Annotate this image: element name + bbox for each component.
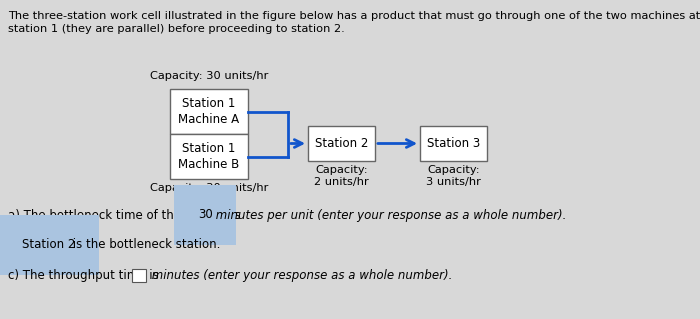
Text: station 1 (they are parallel) before proceeding to station 2.: station 1 (they are parallel) before pro… [8,24,344,34]
Text: minutes (enter your response as a whole number).: minutes (enter your response as a whole … [148,269,452,281]
Text: Capacity: 30 units/hr: Capacity: 30 units/hr [150,183,268,193]
Text: The three-station work cell illustrated in the figure below has a product that m: The three-station work cell illustrated … [8,11,700,21]
FancyBboxPatch shape [420,126,487,161]
Text: is the bottleneck station.: is the bottleneck station. [69,239,220,251]
Text: Capacity:
2 units/hr: Capacity: 2 units/hr [314,165,369,187]
FancyBboxPatch shape [170,134,248,179]
Text: Station 2: Station 2 [315,137,368,150]
Text: b): b) [8,239,24,251]
Text: Capacity: 30 units/hr: Capacity: 30 units/hr [150,71,268,81]
FancyBboxPatch shape [170,89,248,134]
Text: Station 2: Station 2 [22,239,76,251]
Text: Station 1
Machine A: Station 1 Machine A [178,97,239,126]
Text: a) The bottleneck time of the system is: a) The bottleneck time of the system is [8,209,244,221]
Text: Capacity:
3 units/hr: Capacity: 3 units/hr [426,165,481,187]
Text: Station 1
Machine B: Station 1 Machine B [178,142,239,171]
FancyBboxPatch shape [308,126,375,161]
Text: minutes per unit (enter your response as a whole number).: minutes per unit (enter your response as… [211,209,566,221]
Text: 30: 30 [198,209,213,221]
FancyBboxPatch shape [132,269,146,282]
Text: c) The throughput time is: c) The throughput time is [8,269,162,281]
Text: Station 3: Station 3 [427,137,480,150]
